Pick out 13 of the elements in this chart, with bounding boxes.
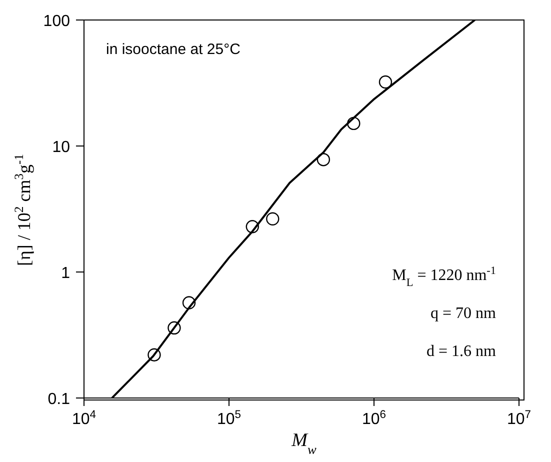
- x-tick-label: 10$^{5}$: [216, 409, 242, 428]
- y-tick-label: 1: [61, 265, 70, 282]
- x-tick-label: 10$^{4}$: [72, 409, 96, 428]
- x-axis-title: M$_{w}$: [290, 430, 316, 456]
- annotation: q = 70 nm: [430, 305, 497, 322]
- x-tick-label: 10$^{6}$: [362, 409, 386, 428]
- y-tick-label: 0.1: [48, 391, 70, 408]
- annotation: d = 1.6 nm: [426, 343, 497, 360]
- annotation: M$_{L}$ = 1220 nm$^{-1}$: [392, 265, 496, 289]
- x-tick-label: 10$^{7}$: [506, 409, 532, 428]
- y-tick-label: 100: [43, 13, 70, 30]
- annotation: in isooctane at 25°C: [106, 41, 241, 58]
- y-tick-label: 10: [52, 139, 70, 156]
